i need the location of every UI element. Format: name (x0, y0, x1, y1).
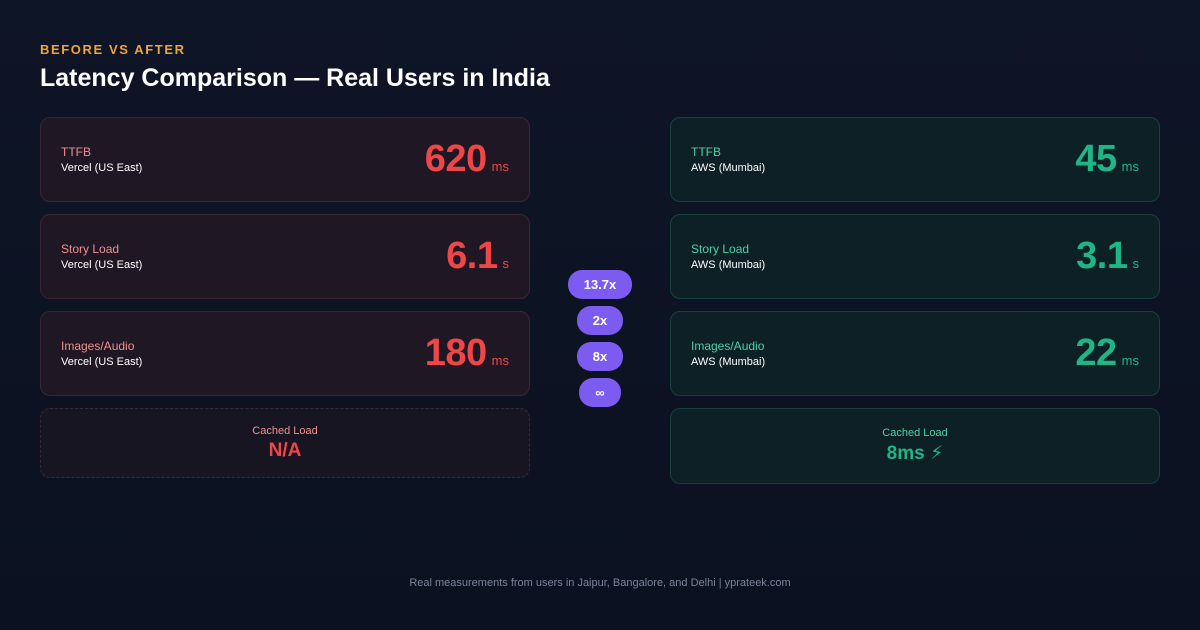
metric-unit: ms (1121, 353, 1139, 368)
host-label: Vercel (US East) (61, 356, 143, 368)
metric-value: 22 (1075, 332, 1117, 374)
before-card-images-audio: Images/Audio Vercel (US East) 180 ms (40, 311, 530, 396)
metric-unit: ms (491, 159, 509, 174)
after-card-story-load: Story Load AWS (Mumbai) 3.1 s (670, 214, 1160, 299)
cached-value: 8ms ⚡ (886, 443, 944, 464)
after-column: TTFB AWS (Mumbai) 45 ms Story Load AWS (… (670, 117, 1160, 484)
cached-label: Cached Load (252, 424, 318, 437)
before-card-ttfb: TTFB Vercel (US East) 620 ms (40, 117, 530, 202)
eyebrow-label: BEFORE VS AFTER (40, 42, 186, 57)
host-label: AWS (Mumbai) (691, 259, 766, 271)
metric-value: 45 (1075, 138, 1117, 180)
cached-label: Cached Load (882, 427, 948, 439)
host-label: Vercel (US East) (61, 162, 143, 174)
improvement-badge: 8x (576, 342, 624, 371)
metric-label: Story Load (691, 242, 750, 256)
metric-label: TTFB (61, 145, 91, 159)
improvement-badge: 13.7x (567, 270, 633, 299)
metric-label: TTFB (691, 145, 721, 159)
metric-unit: ms (491, 353, 509, 368)
after-card-ttfb: TTFB AWS (Mumbai) 45 ms (670, 117, 1160, 202)
cached-value: N/A (268, 439, 302, 461)
before-card-cached-load: Cached Load N/A (40, 408, 530, 478)
metric-unit: ms (1121, 159, 1139, 174)
metric-label: Story Load (61, 242, 120, 256)
page-title: Latency Comparison — Real Users in India (40, 64, 550, 92)
metric-value: 620 (424, 138, 487, 180)
before-column: TTFB Vercel (US East) 620 ms Story Load … (40, 117, 530, 478)
improvement-badge: 2x (576, 306, 624, 335)
metric-unit: s (1132, 256, 1140, 271)
metric-value: 180 (424, 332, 487, 374)
metric-value: 6.1 (446, 235, 498, 277)
metric-unit: s (502, 256, 510, 271)
after-card-cached-load: Cached Load 8ms ⚡ (670, 408, 1160, 484)
after-card-images-audio: Images/Audio AWS (Mumbai) 22 ms (670, 311, 1160, 396)
host-label: AWS (Mumbai) (691, 162, 766, 174)
metric-label: Images/Audio (691, 339, 765, 353)
before-card-story-load: Story Load Vercel (US East) 6.1 s (40, 214, 530, 299)
metric-label: Images/Audio (61, 339, 135, 353)
host-label: AWS (Mumbai) (691, 356, 766, 368)
improvement-badge: ∞ (579, 378, 621, 407)
footer-note: Real measurements from users in Jaipur, … (409, 577, 791, 589)
improvement-badges: 13.7x 2x 8x ∞ (540, 270, 660, 414)
metric-value: 3.1 (1076, 235, 1128, 277)
host-label: Vercel (US East) (61, 259, 143, 271)
